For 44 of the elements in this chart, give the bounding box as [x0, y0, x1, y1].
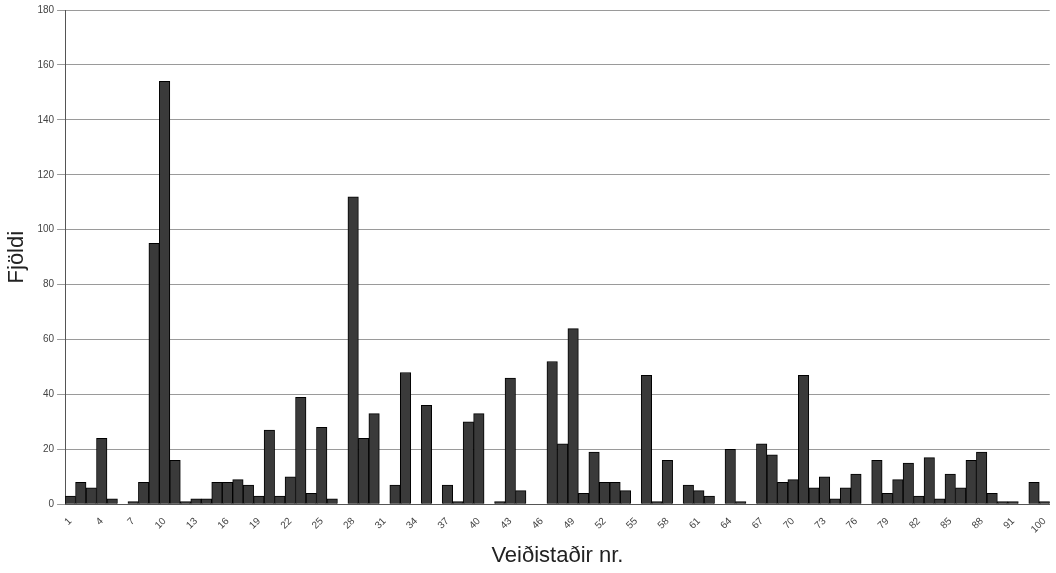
y-tick-label: 80: [42, 278, 55, 290]
y-tick-label: 180: [37, 3, 55, 15]
y-tick-label: 140: [37, 113, 55, 125]
x-tick-label: 46: [529, 514, 546, 531]
x-tick-label: 19: [246, 514, 263, 531]
y-tick-label: 0: [48, 498, 55, 510]
x-tick-label: 40: [466, 514, 483, 531]
x-tick-label: 73: [812, 514, 829, 531]
x-tick-label: 28: [340, 514, 357, 531]
x-tick-label: 43: [497, 514, 514, 531]
x-tick-label: 7: [124, 514, 137, 527]
x-tick-label: 76: [843, 514, 860, 531]
y-tick-label: 60: [42, 333, 55, 345]
x-tick-label: 37: [435, 514, 452, 531]
x-tick-label: 55: [623, 514, 640, 531]
y-axis-title: Fjöldi: [3, 230, 29, 284]
x-tick-label: 82: [906, 514, 923, 531]
y-tick-label: 100: [37, 223, 55, 235]
x-tick-label: 100: [1028, 514, 1049, 535]
x-tick-label: 16: [215, 514, 232, 531]
y-tick-label: 160: [37, 58, 55, 70]
x-tick-label: 25: [309, 514, 326, 531]
x-tick-label: 70: [780, 514, 797, 531]
x-tick-label: 52: [592, 514, 609, 531]
x-tick-label: 88: [969, 514, 986, 531]
x-tick-label: 79: [875, 514, 892, 531]
y-tick-label: 40: [42, 388, 55, 400]
x-axis-title: Veiðistaðir nr.: [491, 541, 624, 567]
x-tick-label: 49: [560, 514, 577, 531]
x-tick-label: 22: [278, 514, 294, 531]
x-tick-label: 34: [403, 514, 420, 531]
x-tick-label: 58: [655, 514, 672, 531]
y-tick-label: 120: [37, 168, 55, 180]
x-tick-label: 10: [152, 514, 169, 531]
x-tick-label: 13: [183, 514, 200, 531]
x-tick-label: 91: [1000, 514, 1017, 531]
x-tick-label: 1: [61, 514, 74, 527]
x-tick-label: 67: [749, 514, 766, 531]
y-tick-label: 20: [42, 443, 55, 455]
x-tick-label: 31: [372, 514, 389, 531]
x-tick-label: 61: [686, 514, 703, 531]
x-tick-label: 85: [937, 514, 954, 531]
x-tick-label: 4: [93, 514, 106, 527]
x-tick-label: 64: [717, 514, 734, 531]
